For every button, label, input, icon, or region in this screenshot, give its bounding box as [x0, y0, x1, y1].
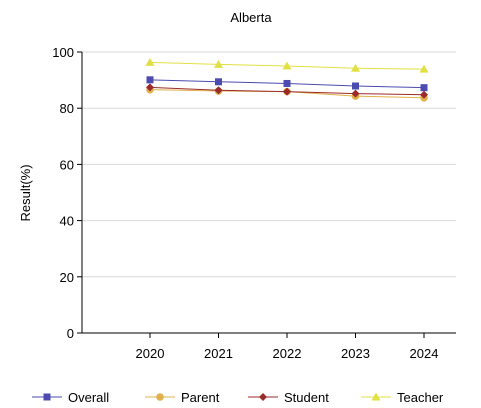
data-point-overall [352, 82, 359, 90]
data-point-teacher [419, 64, 429, 73]
data-point-student [283, 87, 291, 96]
legend-item-overall: Overall [32, 390, 109, 405]
data-point-teacher [145, 57, 155, 66]
x-tick-label: 2020 [136, 346, 165, 361]
legend-marker [156, 393, 164, 401]
legend-item-parent: Parent [145, 390, 220, 405]
y-tick-label: 0 [67, 326, 74, 341]
y-tick-label: 40 [60, 214, 74, 229]
data-point-overall [146, 76, 154, 84]
data-point-overall [283, 79, 291, 87]
y-tick-label: 80 [60, 101, 74, 116]
gridlines [82, 51, 456, 278]
series-teacher [145, 57, 429, 73]
chart-title: Alberta [230, 10, 272, 25]
legend-marker [371, 392, 381, 401]
data-point-student [351, 89, 360, 98]
y-axis-title: Result(%) [18, 164, 33, 221]
series-student [146, 83, 428, 99]
legend: Overall Parent Student Teacher [32, 390, 444, 405]
x-tick-label: 2023 [341, 346, 370, 361]
series-overall [146, 76, 428, 92]
x-tick-label: 2022 [273, 346, 302, 361]
legend-label: Student [284, 390, 329, 405]
y-tick-label: 60 [60, 157, 74, 172]
data-point-overall [215, 78, 222, 86]
data-point-overall [420, 84, 428, 92]
x-tick-label: 2021 [204, 346, 233, 361]
legend-item-student: Student [248, 390, 329, 405]
legend-label: Overall [68, 390, 109, 405]
data-point-teacher [282, 61, 292, 70]
series-layer [145, 57, 429, 102]
legend-label: Parent [181, 390, 220, 405]
y-tick-label: 20 [60, 270, 74, 285]
axes: 0 20 40 60 80 100 2020 2021 2022 2023 2024 [52, 45, 456, 361]
legend-marker [259, 393, 267, 401]
legend-marker [43, 393, 51, 401]
legend-item-teacher: Teacher [361, 390, 444, 405]
y-tick-label: 100 [52, 45, 74, 60]
data-point-student [420, 90, 428, 99]
data-point-student [214, 86, 223, 95]
data-point-teacher [214, 59, 223, 68]
data-point-teacher [351, 63, 360, 72]
legend-label: Teacher [397, 390, 444, 405]
data-point-student [146, 83, 154, 92]
x-tick-label: 2024 [410, 346, 439, 361]
